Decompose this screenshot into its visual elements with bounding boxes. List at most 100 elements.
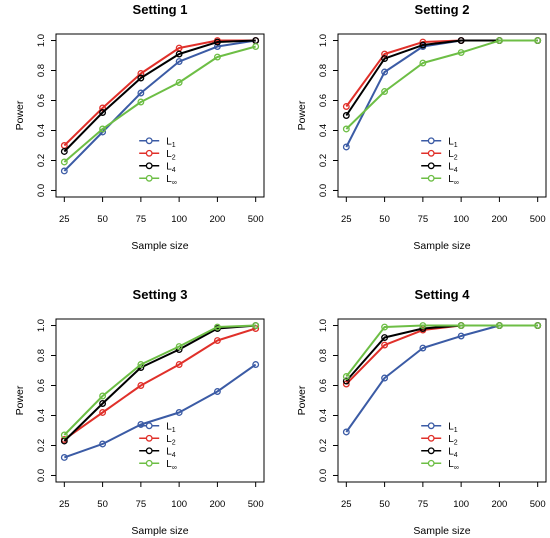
legend-label: L2	[166, 149, 176, 162]
plot-box	[55, 33, 265, 198]
series-L2	[60, 325, 260, 443]
data-point	[60, 454, 68, 461]
x-tick-label: 50	[379, 499, 390, 510]
data-point	[495, 37, 503, 44]
data-point	[99, 440, 107, 448]
y-tick-label: 1.0	[36, 34, 47, 47]
series-L∞	[60, 43, 260, 166]
legend-marker	[427, 174, 435, 182]
data-point	[60, 431, 68, 439]
legend-label: L4	[166, 446, 176, 459]
y-tick-label: 0.4	[36, 409, 47, 422]
legend-marker	[427, 422, 435, 430]
series-line	[345, 39, 538, 130]
y-tick-label: 0.8	[318, 64, 329, 77]
legend-label: L1	[166, 421, 176, 434]
legend-entry-L4: L4	[139, 161, 176, 174]
y-tick-label: 1.0	[318, 34, 329, 47]
x-tick-label: 200	[491, 499, 507, 510]
panel-title: Setting 4	[415, 287, 471, 302]
data-point	[252, 43, 260, 50]
y-tick-label: 0.4	[36, 124, 47, 137]
legend-marker	[427, 149, 435, 157]
legend-marker	[427, 162, 435, 170]
data-point	[381, 323, 389, 331]
data-point	[419, 59, 427, 67]
data-point	[137, 382, 145, 389]
data-point	[457, 37, 465, 44]
y-tick-label: 1.0	[318, 319, 329, 332]
legend-label: L∞	[448, 459, 459, 472]
legend-label: L1	[448, 421, 458, 434]
legend-entry-L∞: L∞	[139, 174, 177, 186]
data-point	[175, 79, 183, 86]
legend-entry-L∞: L∞	[421, 459, 459, 472]
legend-label: L1	[448, 136, 458, 149]
data-point	[381, 374, 389, 382]
data-point	[381, 334, 389, 341]
data-point	[381, 68, 389, 76]
y-tick-label: 0.2	[36, 154, 47, 167]
x-tick-label: 500	[530, 214, 546, 225]
data-point	[419, 344, 427, 352]
data-point	[175, 343, 183, 350]
y-tick-label: 0.0	[36, 469, 47, 482]
legend-entry-L1: L1	[139, 136, 176, 149]
x-tick-label: 200	[209, 214, 225, 225]
x-axis-label: Sample size	[413, 240, 470, 252]
series-line	[345, 39, 538, 117]
data-point	[137, 74, 145, 82]
data-point	[457, 332, 465, 340]
y-tick-label: 1.0	[36, 319, 47, 332]
legend-entry-L2: L2	[421, 434, 458, 446]
legend-marker	[427, 137, 435, 145]
data-point	[342, 103, 350, 110]
data-point	[457, 49, 465, 56]
x-tick-label: 200	[209, 499, 225, 510]
data-point	[99, 104, 107, 112]
x-tick-label: 25	[341, 499, 352, 510]
y-tick-label: 0.8	[36, 64, 47, 77]
legend-label: L4	[166, 161, 176, 174]
series-line	[63, 324, 256, 436]
series-line	[63, 39, 256, 172]
legend-entry-L1: L1	[139, 421, 176, 434]
series-line	[345, 324, 538, 433]
legend-entry-L1: L1	[421, 136, 458, 149]
series-line	[63, 45, 256, 163]
data-point	[137, 70, 145, 77]
data-point	[213, 38, 221, 46]
x-tick-label: 75	[418, 499, 429, 510]
panel-2: Setting 2 25 50 75 100 200 500 0.0 0.2 0.4 0.6 0.8 1…	[296, 2, 547, 252]
legend-label: L∞	[166, 459, 177, 472]
y-tick-label: 0.0	[36, 184, 47, 197]
x-axis-label: Sample size	[413, 525, 470, 537]
x-tick-label: 25	[59, 214, 70, 225]
legend-marker	[145, 162, 153, 170]
data-point	[99, 400, 107, 407]
y-tick-label: 0.6	[318, 379, 329, 392]
legend-marker	[145, 149, 153, 157]
panel-title: Setting 3	[133, 287, 188, 302]
data-point	[213, 53, 221, 61]
y-tick-label: 0.6	[318, 94, 329, 107]
data-point	[342, 143, 350, 151]
x-axis-label: Sample size	[131, 525, 188, 537]
plot-box	[337, 33, 547, 198]
data-point	[381, 50, 389, 58]
legend-entry-L∞: L∞	[421, 174, 459, 186]
y-tick-label: 0.2	[36, 439, 47, 452]
y-tick-label: 0.4	[318, 124, 329, 137]
y-axis-label: Power	[14, 100, 26, 130]
data-point	[175, 361, 183, 368]
legend-marker	[145, 459, 153, 467]
x-tick-label: 500	[248, 214, 264, 225]
y-tick-label: 0.0	[318, 469, 329, 482]
data-point	[381, 88, 389, 95]
y-tick-label: 0.6	[36, 379, 47, 392]
data-point	[60, 148, 68, 155]
legend-marker	[145, 422, 153, 430]
x-tick-label: 500	[248, 499, 264, 510]
series-L2	[342, 37, 542, 110]
series-L∞	[60, 322, 260, 439]
